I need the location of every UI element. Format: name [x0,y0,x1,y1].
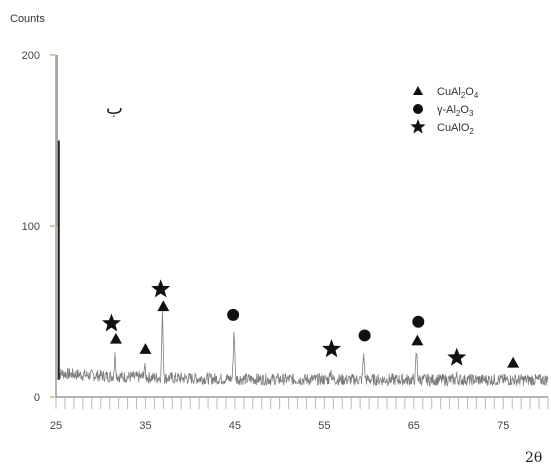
circle-marker-gamma-al2o3 [358,329,371,342]
legend-label-part: 3 [469,109,474,118]
y-ticks: 0 100 200 [22,50,56,404]
legend-label-part: CuAl [437,86,461,98]
legend-label: CuAl2O4 [437,86,479,100]
circle-marker-gamma-al2o3 [412,315,425,328]
legend-circle-icon [413,104,423,114]
star-marker-cualo2 [322,339,342,358]
y-tick-label: 200 [22,50,40,62]
legend-label-part: 2 [456,109,461,118]
legend-triangle-icon [413,86,423,95]
panel-label: ب [106,98,123,119]
legend-label-part: 2 [469,127,474,136]
triangle-marker-cual2o4 [157,300,170,312]
y-tick-label: 100 [22,221,40,233]
x-tick-label: 55 [318,420,330,432]
triangle-marker-cual2o4 [507,356,520,368]
star-marker-cualo2 [151,279,171,298]
legend-label-part: 4 [474,91,479,100]
legend-label-part: γ-Al [437,104,456,116]
triangle-marker-cual2o4 [109,332,122,344]
legend-star-icon [410,119,426,134]
x-ticks: 25 35 45 55 65 75 [50,397,549,432]
x-tick-label: 45 [229,420,241,432]
legend-label-part: CuAlO [437,122,470,134]
y-axis-label: Counts [10,13,45,25]
legend-label-part: 2 [461,91,466,100]
legend-label-part: O [460,104,469,116]
x-tick-label: 25 [50,420,62,432]
triangle-marker-cual2o4 [411,334,424,346]
x-axis-label: 2θ [525,450,542,466]
x-tick-label: 75 [497,420,509,432]
x-tick-label: 65 [408,420,420,432]
x-tick-label: 35 [139,420,151,432]
star-marker-cualo2 [101,313,121,332]
star-marker-cualo2 [447,347,467,366]
triangle-marker-cual2o4 [139,343,152,354]
xrd-pattern-line [57,311,549,388]
y-tick-label: 0 [34,392,40,404]
legend-label-part: O [465,86,474,98]
diffraction-trace [56,55,549,388]
phase-markers [101,279,520,368]
legend-label: CuAlO2 [437,122,474,136]
circle-marker-gamma-al2o3 [227,308,240,321]
legend-label: γ-Al2O3 [437,104,474,118]
